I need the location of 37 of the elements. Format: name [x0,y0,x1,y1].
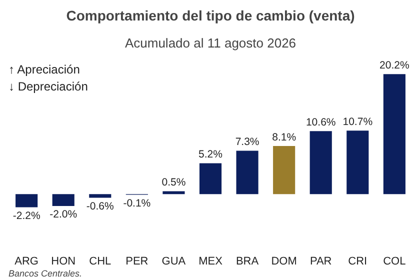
x-tick-label: CRI [348,256,368,268]
x-tick-label: COL [383,256,406,268]
bar [16,194,38,208]
data-label: -2.2% [12,210,40,222]
annotation: ↑ Apreciación [8,62,80,76]
bar [52,194,74,206]
data-label: 20.2% [380,59,410,72]
bar [199,163,222,194]
data-label: 7.3% [235,136,260,148]
x-tick-label: PAR [310,256,332,268]
data-label: 10.6% [306,116,336,129]
bar [236,150,258,194]
bar [89,194,112,198]
data-label: 8.1% [272,131,296,144]
data-label: 0.5% [162,176,186,189]
data-label: -2.0% [50,208,78,221]
x-tick-label: GUA [162,256,186,268]
bar [346,130,369,194]
data-label: -0.1% [123,197,151,210]
x-tick-label: BRA [236,256,260,268]
x-tick-label: PER [126,256,148,268]
text: Bancos Centrales. [8,268,82,278]
data-label: 5.2% [198,148,222,161]
bar [383,74,406,194]
data-label: 10.7% [342,116,373,128]
x-tick-label: DOM [271,256,297,268]
data-label: -0.6% [86,200,114,212]
bar [310,131,332,194]
x-tick-label: CHL [89,256,112,268]
x-tick-label: ARG [14,256,38,268]
bar [162,191,185,194]
chart-title: Comportamiento del tipo de cambio (venta) [66,8,355,24]
bar [273,146,296,194]
x-tick-label: MEX [198,256,224,268]
chart-subtitle: Acumulado al 11 agosto 2026 [124,36,296,50]
x-tick-label: HON [51,256,76,268]
annotation: ↓ Depreciación [8,80,88,94]
